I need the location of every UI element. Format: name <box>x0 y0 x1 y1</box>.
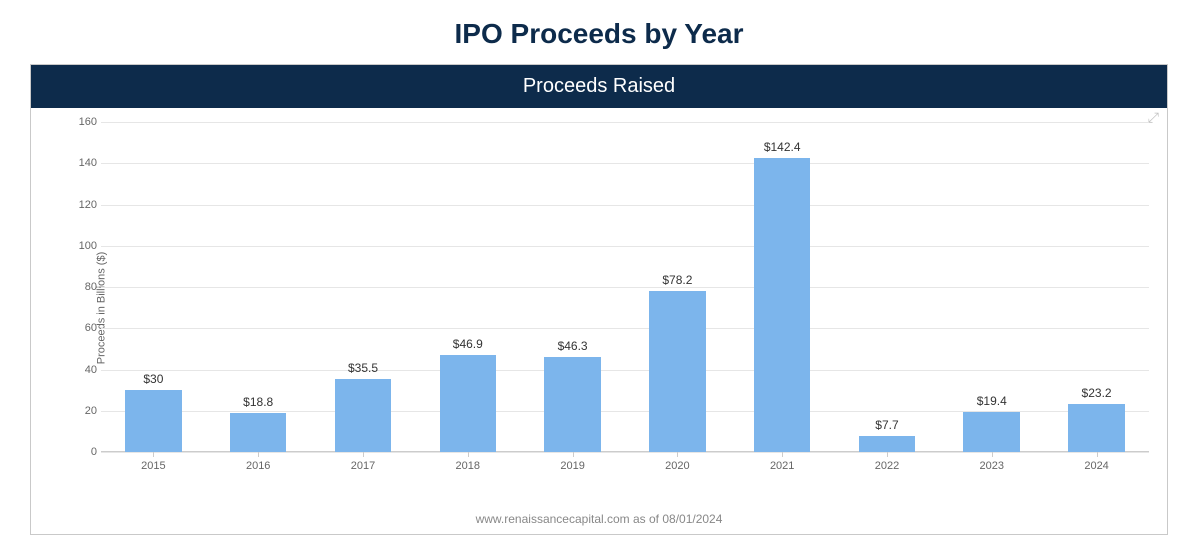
bar-slot: $46.9 <box>415 122 520 452</box>
x-tick-mark <box>782 452 783 457</box>
y-tick: 40 <box>69 364 97 376</box>
y-tick: 60 <box>69 322 97 334</box>
bar[interactable] <box>754 158 811 452</box>
bar-slot: $19.4 <box>939 122 1044 452</box>
plot-area: 020406080100120140160$30$18.8$35.5$46.9$… <box>101 122 1149 452</box>
x-tick-mark <box>153 452 154 457</box>
bar[interactable] <box>1068 404 1125 452</box>
bar[interactable] <box>440 355 497 452</box>
bar-slot: $78.2 <box>625 122 730 452</box>
bar[interactable] <box>963 412 1020 452</box>
x-axis: 2015201620172018201920202021202220232024 <box>101 460 1149 472</box>
y-tick: 120 <box>69 199 97 211</box>
bar-slot: $18.8 <box>206 122 311 452</box>
x-tick: 2019 <box>520 460 625 472</box>
y-tick: 140 <box>69 157 97 169</box>
bar-slot: $7.7 <box>835 122 940 452</box>
footer-note: www.renaissancecapital.com as of 08/01/2… <box>31 508 1167 534</box>
chart-header: Proceeds Raised <box>31 65 1167 108</box>
bars-row: $30 $18.8 $35.5 $46.9 $46.3 $78.2 $142.4 $7.7 $1… <box>101 122 1149 452</box>
bar-value-label: $35.5 <box>348 361 378 375</box>
x-tick: 2016 <box>206 460 311 472</box>
bar-value-label: $30 <box>143 372 163 386</box>
x-tick: 2022 <box>835 460 940 472</box>
bar[interactable] <box>859 436 916 452</box>
page-title: IPO Proceeds by Year <box>0 0 1198 64</box>
x-tick: 2020 <box>625 460 730 472</box>
x-tick-mark <box>363 452 364 457</box>
x-tick-mark <box>992 452 993 457</box>
y-tick: 0 <box>69 446 97 458</box>
bar-value-label: $78.2 <box>662 273 692 287</box>
bar[interactable] <box>230 413 287 452</box>
x-tick-mark <box>573 452 574 457</box>
chart-frame: Proceeds Raised ⤢ Proceeds in Billions (… <box>30 64 1168 535</box>
bar-value-label: $142.4 <box>764 140 801 154</box>
x-tick-mark <box>1097 452 1098 457</box>
bar-value-label: $46.3 <box>558 339 588 353</box>
x-tick-mark <box>677 452 678 457</box>
x-tick: 2017 <box>311 460 416 472</box>
y-tick: 100 <box>69 240 97 252</box>
bar-value-label: $18.8 <box>243 395 273 409</box>
bar-slot: $30 <box>101 122 206 452</box>
y-tick: 160 <box>69 116 97 128</box>
plot-wrap: Proceeds in Billions ($) 020406080100120… <box>31 108 1167 508</box>
bar-value-label: $19.4 <box>977 394 1007 408</box>
x-tick-mark <box>468 452 469 457</box>
y-tick: 20 <box>69 405 97 417</box>
bar[interactable] <box>125 390 182 452</box>
x-tick-mark <box>258 452 259 457</box>
bar-slot: $35.5 <box>311 122 416 452</box>
bar-value-label: $23.2 <box>1082 386 1112 400</box>
x-tick-mark <box>887 452 888 457</box>
bar-slot: $142.4 <box>730 122 835 452</box>
x-tick: 2015 <box>101 460 206 472</box>
y-tick: 80 <box>69 281 97 293</box>
bar-slot: $23.2 <box>1044 122 1149 452</box>
bar-value-label: $46.9 <box>453 337 483 351</box>
bar[interactable] <box>544 357 601 452</box>
x-tick: 2024 <box>1044 460 1149 472</box>
bar-value-label: $7.7 <box>875 418 898 432</box>
x-tick: 2018 <box>415 460 520 472</box>
bar-slot: $46.3 <box>520 122 625 452</box>
x-tick: 2023 <box>939 460 1044 472</box>
x-tick: 2021 <box>730 460 835 472</box>
bar[interactable] <box>335 379 392 452</box>
bar[interactable] <box>649 291 706 452</box>
